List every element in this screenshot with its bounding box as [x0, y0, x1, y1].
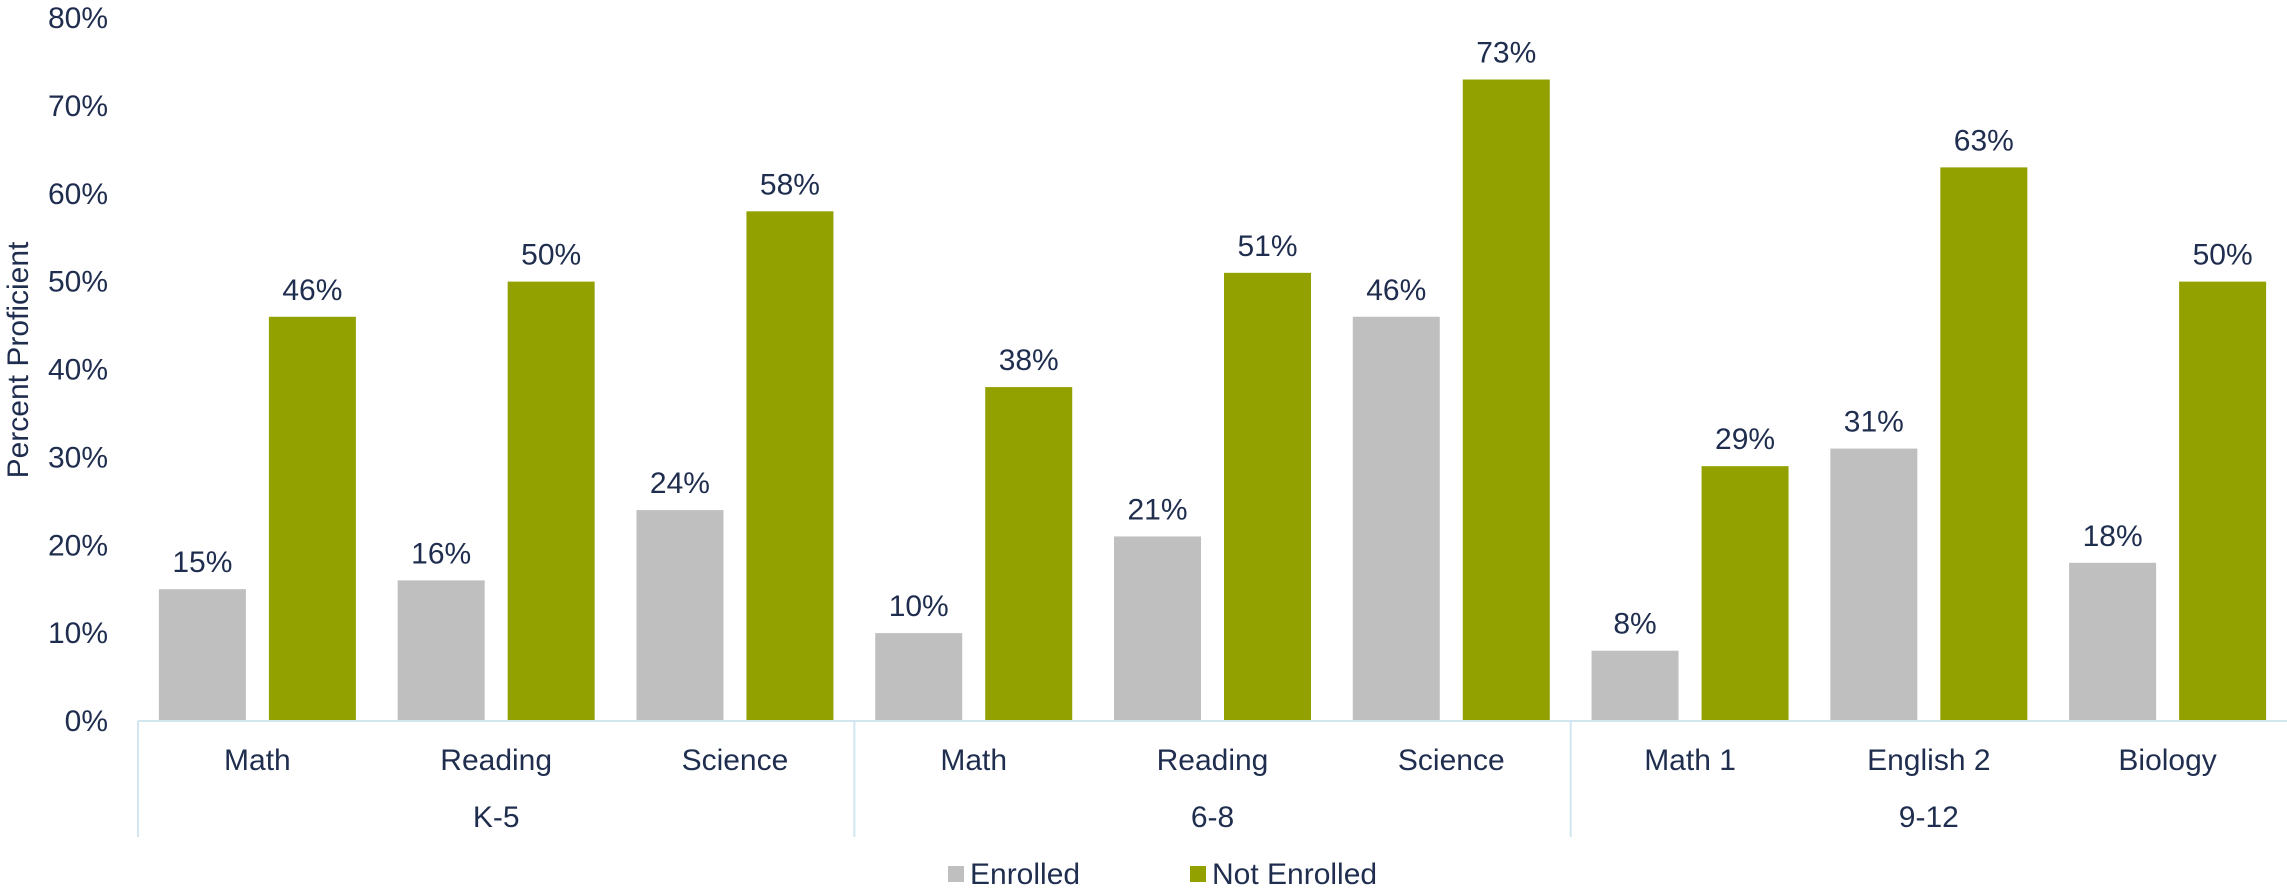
- x-category-label: Math: [940, 744, 1007, 777]
- bar-value-label: 16%: [411, 537, 471, 570]
- x-group-label: 9-12: [1899, 801, 1959, 834]
- y-tick-label: 10%: [48, 617, 108, 650]
- legend-label: Not Enrolled: [1212, 858, 1377, 891]
- x-category-label: Science: [1398, 744, 1505, 777]
- bar-enrolled: [1591, 650, 1679, 721]
- bar-not-enrolled: [1224, 272, 1311, 721]
- bar-value-label: 46%: [282, 274, 342, 307]
- bar-enrolled: [397, 580, 485, 721]
- bar-enrolled: [636, 510, 724, 721]
- y-tick-label: 20%: [48, 529, 108, 562]
- x-category-label: Science: [682, 744, 789, 777]
- bar-value-label: 15%: [172, 546, 232, 579]
- x-group-label: K-5: [473, 801, 520, 834]
- y-axis-ticks: 0% 10% 20% 30% 40% 50% 60% 70% 80%: [48, 2, 108, 738]
- y-tick-label: 70%: [48, 90, 108, 123]
- bar-value-label: 50%: [2193, 239, 2253, 272]
- legend: Enrolled Not Enrolled: [948, 858, 1377, 891]
- y-tick-label: 60%: [48, 178, 108, 211]
- bar-not-enrolled: [2179, 281, 2267, 721]
- y-tick-label: 40%: [48, 354, 108, 387]
- bar-value-label: 21%: [1127, 493, 1187, 526]
- x-group-label: 6-8: [1191, 801, 1234, 834]
- y-tick-label: 50%: [48, 266, 108, 299]
- bar-enrolled: [2069, 562, 2157, 721]
- bar-value-labels: 15% 46% 16% 50% 24% 58% 10% 38% 21% 51% 46% 73% 8% 29…: [172, 37, 2252, 641]
- bar-value-label: 31%: [1844, 406, 1904, 439]
- y-tick-label: 0%: [65, 705, 108, 738]
- legend-label: Enrolled: [970, 858, 1080, 891]
- bars: [158, 79, 2267, 721]
- bar-not-enrolled: [507, 281, 595, 721]
- x-category-label: Math 1: [1644, 744, 1736, 777]
- bar-value-label: 24%: [650, 467, 710, 500]
- bar-enrolled: [1114, 536, 1201, 721]
- bar-enrolled: [1352, 316, 1440, 721]
- y-tick-label: 80%: [48, 2, 108, 35]
- y-tick-label: 30%: [48, 441, 108, 474]
- legend-swatch: [1190, 866, 1206, 882]
- bar-value-label: 50%: [521, 239, 581, 272]
- bar-value-label: 51%: [1237, 230, 1297, 263]
- bar-enrolled: [875, 633, 963, 721]
- bar-value-label: 18%: [2083, 520, 2143, 553]
- x-category-label: English 2: [1867, 744, 1990, 777]
- x-category-label: Reading: [440, 744, 552, 777]
- bar-value-label: 73%: [1476, 37, 1536, 70]
- x-category-label: Biology: [2118, 744, 2216, 777]
- bar-value-label: 29%: [1715, 423, 1775, 456]
- bar-not-enrolled: [985, 387, 1073, 721]
- y-axis-label: Percent Proficient: [2, 241, 35, 478]
- bar-value-label: 38%: [999, 344, 1059, 377]
- x-category-label: Reading: [1157, 744, 1269, 777]
- bar-value-label: 63%: [1954, 124, 2014, 157]
- legend-swatch: [948, 866, 964, 882]
- bar-value-label: 46%: [1366, 274, 1426, 307]
- bar-not-enrolled: [1701, 466, 1789, 721]
- bar-not-enrolled: [746, 211, 834, 721]
- x-category-label: Math: [224, 744, 291, 777]
- bar-enrolled: [158, 589, 246, 721]
- bar-not-enrolled: [1940, 167, 2028, 721]
- bar-not-enrolled: [268, 316, 356, 721]
- bar-enrolled: [1830, 448, 1918, 721]
- bar-value-label: 58%: [760, 168, 820, 201]
- bar-value-label: 10%: [889, 590, 949, 623]
- bar-value-label: 8%: [1613, 608, 1656, 641]
- bar-not-enrolled: [1462, 79, 1550, 721]
- x-axis: Math Reading Science K-5 Math Reading Science 6…: [137, 720, 2287, 837]
